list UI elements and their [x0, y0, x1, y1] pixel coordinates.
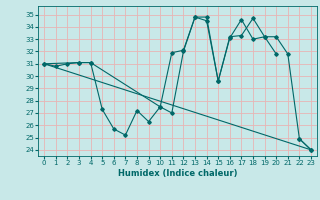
X-axis label: Humidex (Indice chaleur): Humidex (Indice chaleur) — [118, 169, 237, 178]
